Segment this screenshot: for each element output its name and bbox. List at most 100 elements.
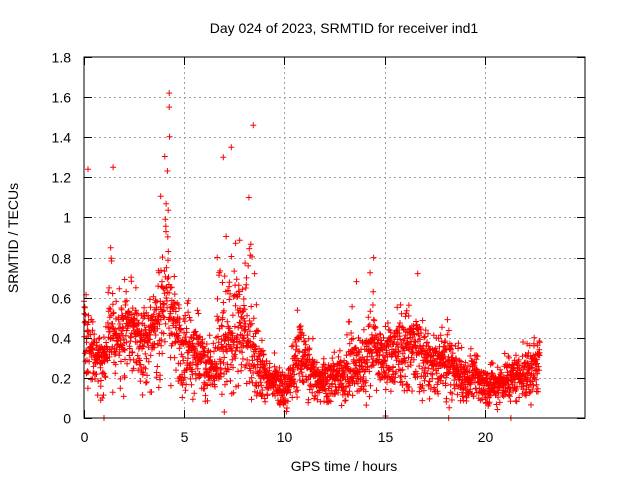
data-point (447, 345, 454, 352)
data-point (201, 351, 208, 358)
data-point (238, 314, 245, 321)
data-point (162, 223, 169, 230)
data-point (421, 333, 428, 340)
data-point (523, 392, 529, 399)
data-point (248, 396, 255, 403)
data-point (246, 245, 253, 252)
data-point (433, 348, 440, 355)
data-point (206, 377, 212, 384)
data-point (271, 350, 278, 356)
data-point (194, 307, 201, 314)
data-point (435, 390, 442, 397)
data-point (135, 310, 141, 317)
data-point (182, 312, 189, 319)
data-point (242, 326, 249, 333)
data-point (536, 367, 542, 374)
data-point (94, 392, 101, 399)
data-point (171, 291, 178, 298)
data-point (410, 356, 417, 363)
data-point (236, 319, 243, 326)
data-point (105, 289, 112, 296)
data-point (443, 374, 450, 381)
data-point (206, 332, 213, 339)
data-point (228, 253, 235, 260)
data-point (185, 297, 192, 304)
data-point (291, 378, 298, 385)
data-point (252, 343, 259, 350)
data-point (448, 346, 454, 353)
data-point (525, 349, 532, 356)
data-point (143, 379, 150, 385)
data-point (279, 369, 286, 376)
data-point (109, 389, 116, 396)
data-point (344, 331, 350, 338)
data-point (524, 360, 531, 367)
y-tick-label: 0.8 (52, 251, 72, 267)
data-point (367, 382, 374, 389)
data-point (90, 369, 97, 376)
data-point (271, 381, 278, 388)
data-point (107, 244, 114, 251)
data-point (220, 154, 227, 161)
data-point (397, 336, 404, 343)
data-point (197, 373, 204, 379)
data-point (162, 216, 169, 223)
data-point (119, 324, 126, 330)
data-point (262, 398, 269, 405)
data-point (214, 295, 221, 302)
data-point (249, 253, 255, 260)
data-point (210, 340, 217, 347)
data-point (361, 383, 367, 390)
data-point (217, 370, 224, 376)
data-point (218, 344, 225, 351)
data-point (181, 374, 188, 381)
data-point (245, 194, 252, 201)
data-point (519, 372, 526, 379)
data-point (367, 269, 374, 276)
data-point (187, 375, 194, 382)
data-point (531, 334, 538, 341)
data-point (520, 339, 526, 345)
data-point (85, 166, 91, 173)
data-point (294, 394, 301, 401)
data-point (140, 343, 147, 350)
data-point (161, 268, 168, 275)
data-point (237, 320, 244, 327)
data-point (159, 254, 166, 261)
data-point (106, 305, 113, 312)
data-point (409, 388, 416, 394)
data-point (129, 305, 136, 312)
data-point (489, 360, 496, 367)
data-point (125, 308, 132, 315)
data-point (117, 376, 124, 382)
data-point (343, 352, 350, 359)
data-point (163, 228, 169, 235)
data-point (222, 381, 228, 388)
data-point (124, 360, 131, 367)
data-point (250, 370, 257, 376)
data-point (520, 383, 527, 390)
data-point (320, 355, 327, 362)
data-point (489, 370, 496, 377)
data-point (126, 345, 133, 352)
data-point (233, 276, 240, 283)
data-point (161, 314, 168, 321)
data-point (529, 378, 536, 385)
data-point (109, 290, 116, 297)
axis-ticks: 0 0.2 0.4 0.6 0.8 1 1.2 1.4 1.6 1.8 0 5 10 15 20 (52, 50, 585, 445)
data-point (421, 334, 427, 341)
data-point (229, 312, 236, 319)
y-tick-label: 0 (63, 411, 71, 427)
data-point (535, 388, 541, 395)
data-point (203, 341, 210, 347)
data-point (501, 350, 508, 357)
data-point (347, 382, 353, 389)
chart-title: Day 024 of 2023, SRMTID for receiver ind… (210, 20, 479, 36)
data-point (513, 398, 520, 405)
data-point (202, 392, 209, 399)
data-point (192, 375, 199, 382)
data-point (183, 329, 190, 336)
data-point (402, 373, 409, 380)
data-point (172, 308, 179, 315)
